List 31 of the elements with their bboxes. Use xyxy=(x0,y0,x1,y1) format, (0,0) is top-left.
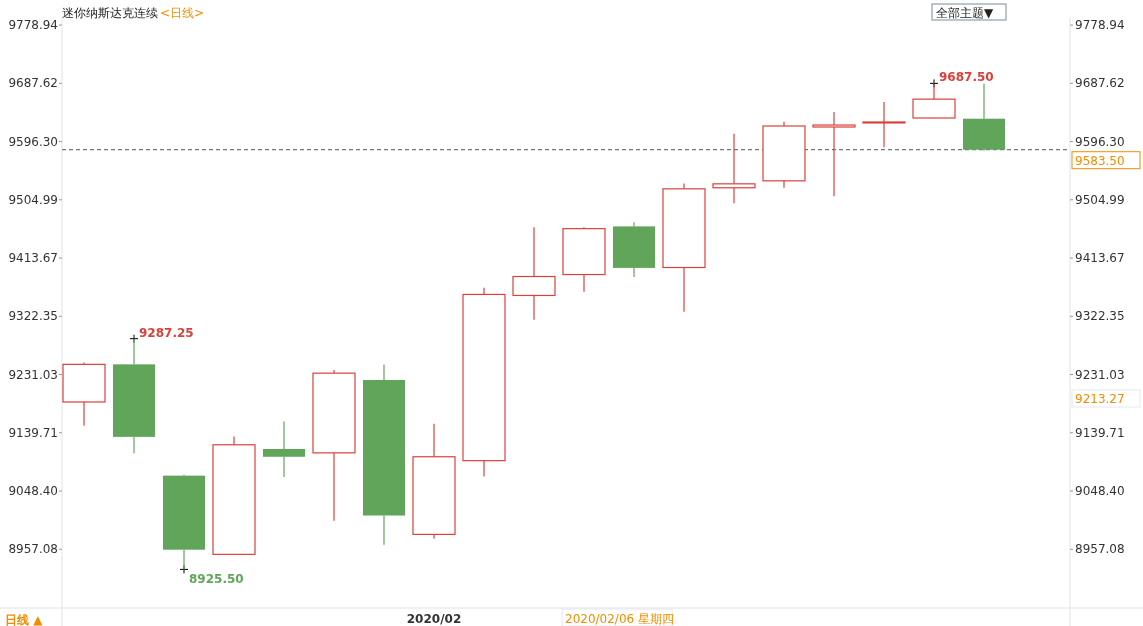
y2-tick-label: 9778.94 xyxy=(1075,18,1125,33)
text: 9213.27 xyxy=(1075,392,1125,406)
chart-subtitle: <日线> xyxy=(160,6,205,20)
annotation: 9287.25 xyxy=(139,325,194,340)
y2-tick-label: 9048.40 xyxy=(1075,484,1125,499)
y-tick-label: 9778.94 xyxy=(8,18,58,33)
y2-tick-label: 9687.62 xyxy=(1075,76,1125,91)
y2-tick-label: 9596.30 xyxy=(1075,134,1125,149)
annotation: 全部主题▼ xyxy=(936,6,994,20)
y2-tick-label: 9413.67 xyxy=(1075,251,1125,266)
y-tick-label: 9231.03 xyxy=(8,367,58,382)
y-tick-label: 9048.40 xyxy=(8,484,58,499)
annotation: 8925.50 xyxy=(189,572,244,587)
y-tick-label: 8957.08 xyxy=(8,542,58,557)
x-tick-label: 2020/02 xyxy=(406,612,462,626)
y-tick-label: 9322.35 xyxy=(8,309,58,324)
y2-tick-label: 9504.99 xyxy=(1075,192,1125,207)
y-tick-label: 9139.71 xyxy=(8,425,58,440)
text: 2020/02/06 星期四 xyxy=(565,612,674,626)
ref-line-label: 9583.50 xyxy=(1075,153,1125,168)
y-tick-label: 9413.67 xyxy=(8,251,58,266)
y2-tick-label: 9322.35 xyxy=(1075,309,1125,324)
y-tick-label: 9504.99 xyxy=(8,192,58,207)
y2-tick-label: 9231.03 xyxy=(1075,367,1125,382)
y2-tick-label: 9139.71 xyxy=(1075,425,1125,440)
y-tick-label: 9687.62 xyxy=(8,76,58,91)
text: 日线 ▲ xyxy=(5,613,44,626)
annotation: 9687.50 xyxy=(939,70,994,85)
y-tick-label: 9596.30 xyxy=(8,134,58,149)
y2-tick-label: 8957.08 xyxy=(1075,542,1125,557)
chart-title: 迷你纳斯达克连续 xyxy=(62,6,158,20)
